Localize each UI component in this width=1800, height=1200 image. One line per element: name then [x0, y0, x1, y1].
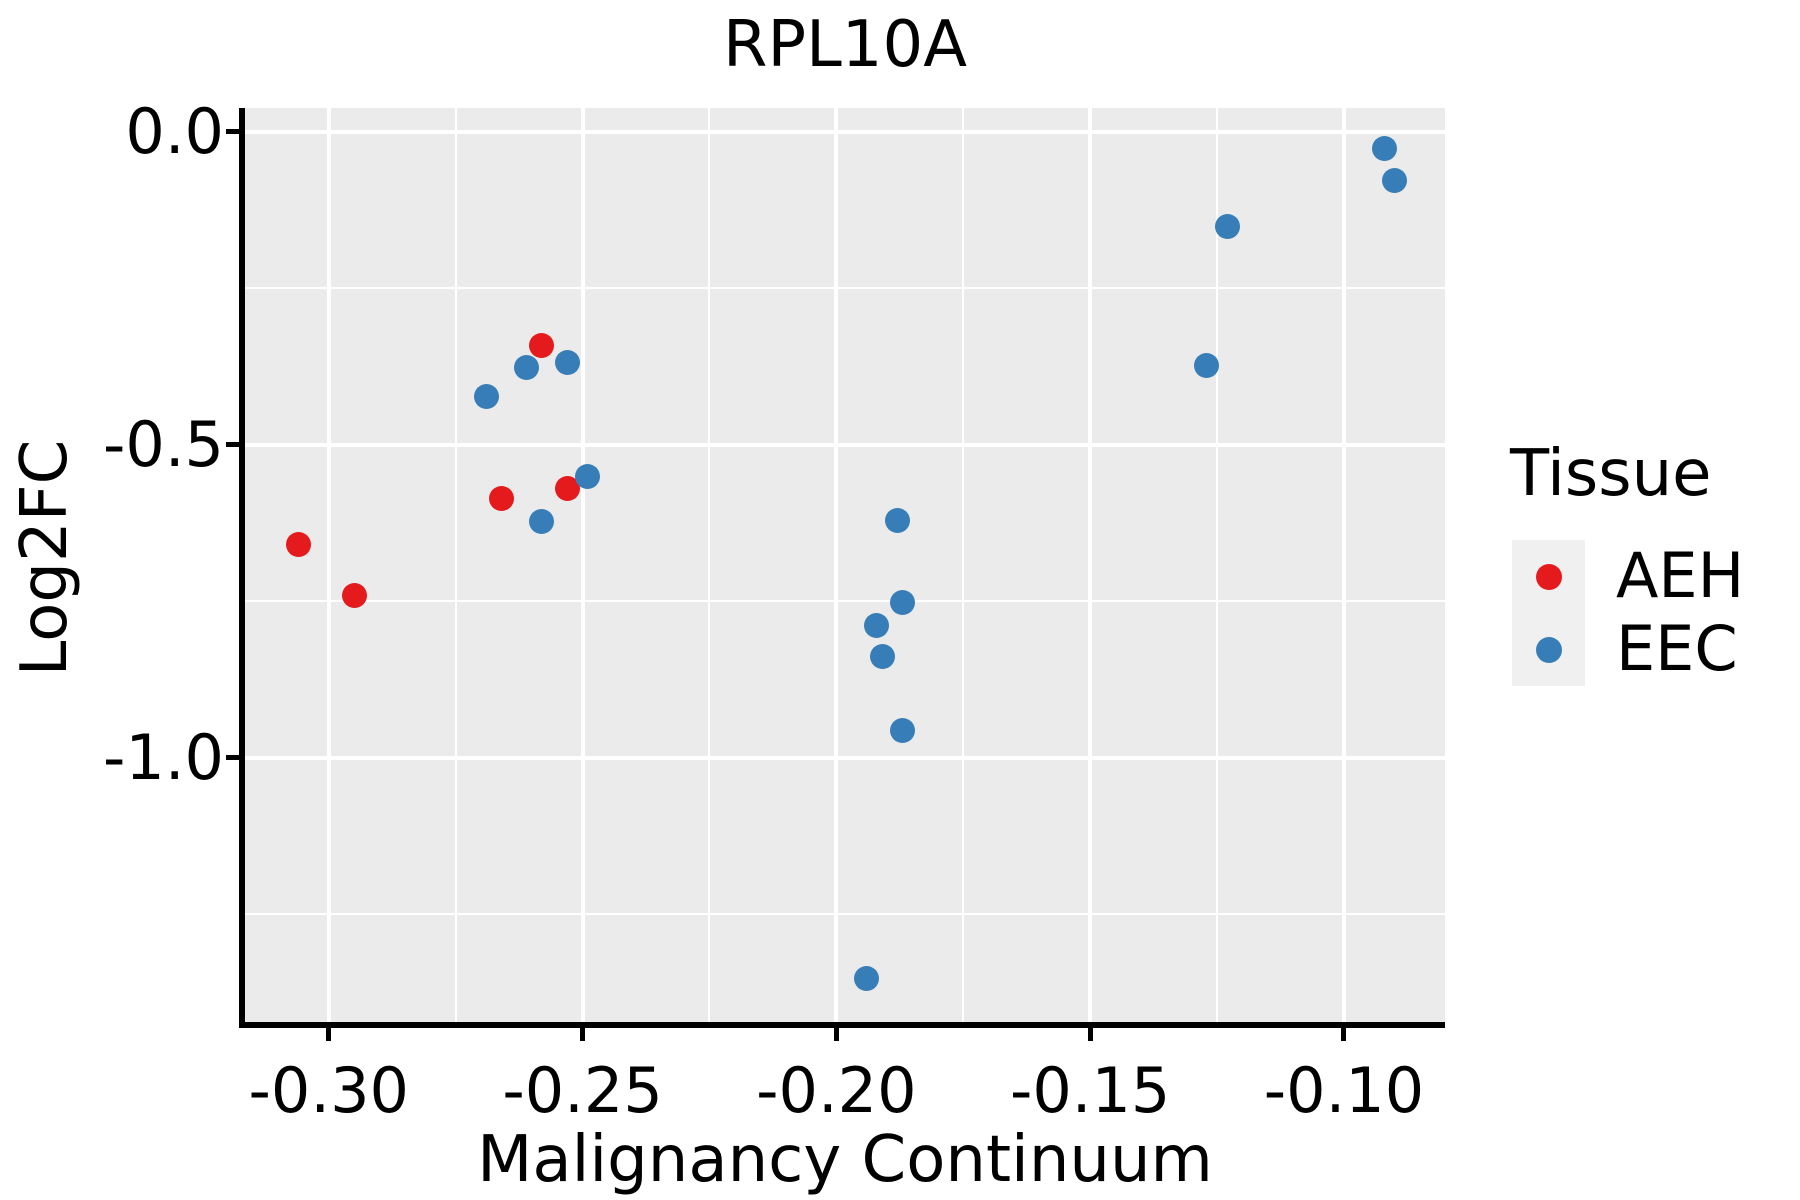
x-tick-mark	[580, 1028, 586, 1041]
data-point-eec	[889, 718, 915, 744]
data-point-aeh	[341, 582, 367, 608]
legend-key-eec	[1512, 613, 1585, 686]
plot-panel	[245, 108, 1445, 1022]
minor-gridline	[454, 108, 457, 1022]
data-point-eec	[1194, 352, 1220, 378]
minor-gridline	[962, 108, 965, 1022]
x-tick-label: -0.15	[1009, 1054, 1171, 1127]
minor-gridline	[708, 108, 711, 1022]
legend-title: Tissue	[1510, 437, 1712, 511]
data-point-eec	[854, 966, 880, 992]
data-point-eec	[869, 643, 895, 669]
minor-gridline	[245, 913, 1445, 916]
data-point-eec	[514, 355, 540, 381]
data-point-aeh	[285, 531, 311, 557]
minor-gridline	[245, 600, 1445, 603]
y-tick-mark	[226, 755, 239, 761]
y-tick-label: 0.0	[125, 94, 224, 168]
y-axis-line	[239, 108, 245, 1028]
y-tick-mark	[226, 129, 239, 135]
major-gridline	[245, 755, 1445, 760]
x-axis-line	[239, 1022, 1445, 1028]
data-point-eec	[864, 612, 890, 638]
x-tick-mark	[833, 1028, 839, 1041]
major-gridline	[1088, 108, 1093, 1022]
data-point-eec	[884, 508, 910, 534]
data-point-eec	[1382, 168, 1408, 194]
data-point-eec	[889, 590, 915, 616]
major-gridline	[580, 108, 585, 1022]
major-gridline	[1341, 108, 1346, 1022]
major-gridline	[326, 108, 331, 1022]
x-axis-title: Malignancy Continuum	[477, 1123, 1213, 1197]
data-point-eec	[1214, 213, 1240, 239]
x-tick-mark	[326, 1028, 332, 1041]
major-gridline	[245, 442, 1445, 447]
data-point-eec	[473, 383, 499, 409]
chart-title: RPL10A	[723, 8, 967, 82]
x-tick-label: -0.20	[756, 1054, 917, 1127]
data-point-eec	[554, 349, 580, 375]
y-tick-mark	[226, 442, 239, 448]
x-tick-mark	[1341, 1028, 1347, 1041]
data-point-eec	[575, 464, 601, 490]
x-tick-label: -0.10	[1263, 1054, 1425, 1127]
aeh-dot-icon	[1535, 563, 1562, 590]
x-tick-label: -0.30	[248, 1054, 409, 1127]
minor-gridline	[1216, 108, 1219, 1022]
minor-gridline	[245, 287, 1445, 290]
data-point-aeh	[488, 486, 514, 512]
major-gridline	[834, 108, 839, 1022]
legend-key-aeh	[1512, 540, 1585, 613]
y-axis-title: Log2FC	[8, 439, 82, 677]
eec-dot-icon	[1535, 636, 1562, 663]
data-point-eec	[1372, 135, 1398, 161]
y-tick-label: -1.0	[103, 720, 224, 794]
data-point-aeh	[529, 332, 555, 358]
legend-label-aeh: AEH	[1616, 539, 1745, 612]
x-tick-label: -0.25	[502, 1054, 663, 1127]
y-tick-label: -0.5	[103, 407, 224, 481]
data-point-eec	[529, 509, 555, 535]
legend-label-eec: EEC	[1616, 612, 1738, 685]
major-gridline	[245, 129, 1445, 134]
x-tick-mark	[1087, 1028, 1093, 1041]
